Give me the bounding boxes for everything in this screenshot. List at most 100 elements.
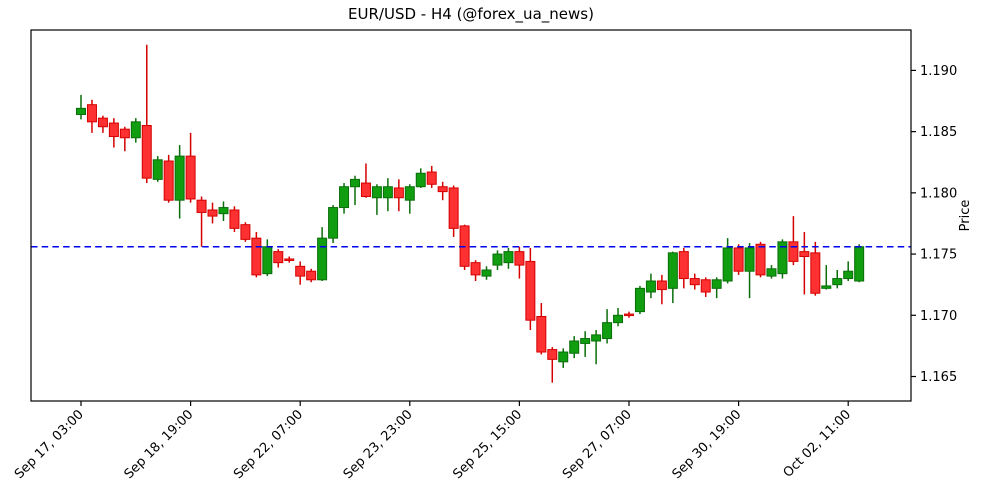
y-axis-title: Price bbox=[958, 200, 973, 232]
plot-border bbox=[30, 29, 912, 402]
candle-body bbox=[76, 107, 86, 115]
candle-46 bbox=[580, 331, 591, 357]
candle-6 bbox=[141, 44, 152, 184]
candle-body bbox=[722, 247, 733, 282]
candle-33 bbox=[437, 181, 448, 201]
x-tick-label: Sep 25, 15:00 bbox=[450, 407, 525, 482]
chart-title: EUR/USD - H4 (@forex_ua_news) bbox=[348, 5, 594, 23]
candle-body bbox=[470, 262, 481, 276]
candle-body bbox=[799, 251, 810, 258]
candle-69 bbox=[832, 269, 843, 289]
candle-58 bbox=[711, 277, 722, 299]
candle-47 bbox=[591, 329, 602, 365]
candle-body bbox=[130, 121, 141, 139]
candle-body bbox=[360, 182, 371, 198]
candle-body bbox=[141, 125, 152, 179]
candle-1 bbox=[86, 99, 97, 133]
candle-body bbox=[492, 253, 503, 266]
candle-body bbox=[240, 224, 251, 240]
candle-5 bbox=[130, 118, 141, 143]
candle-body bbox=[689, 278, 700, 286]
candle-body bbox=[393, 187, 404, 199]
candle-68 bbox=[821, 265, 832, 290]
candle-body bbox=[415, 172, 426, 188]
y-tick-label: 1.175 bbox=[920, 248, 957, 263]
candle-54 bbox=[667, 251, 678, 304]
candle-14 bbox=[229, 206, 240, 233]
candle-53 bbox=[656, 274, 667, 305]
candle-40 bbox=[514, 246, 525, 279]
candle-body bbox=[207, 209, 218, 217]
candle-body bbox=[580, 338, 591, 344]
candle-body bbox=[613, 314, 624, 324]
candle-23 bbox=[328, 205, 339, 244]
candle-38 bbox=[492, 250, 503, 270]
candle-body bbox=[711, 279, 722, 289]
candle-body bbox=[284, 258, 295, 261]
candle-27 bbox=[371, 184, 382, 215]
candle-body bbox=[744, 247, 755, 272]
candle-62 bbox=[755, 241, 766, 278]
candle-63 bbox=[766, 265, 777, 279]
candle-body bbox=[481, 269, 492, 277]
candle-25 bbox=[350, 175, 360, 206]
candle-30 bbox=[404, 184, 415, 214]
candle-66 bbox=[799, 232, 810, 295]
candle-42 bbox=[536, 303, 547, 355]
candle-26 bbox=[360, 163, 371, 198]
candle-29 bbox=[393, 179, 404, 212]
candle-55 bbox=[678, 247, 689, 289]
candle-32 bbox=[426, 165, 437, 188]
candle-41 bbox=[525, 247, 536, 330]
candle-body bbox=[218, 207, 229, 215]
candle-body bbox=[525, 260, 536, 321]
candle-7 bbox=[152, 156, 163, 182]
candle-22 bbox=[317, 227, 328, 282]
candle-body bbox=[547, 349, 558, 360]
candle-body bbox=[229, 209, 240, 229]
candle-43 bbox=[547, 347, 558, 383]
candle-10 bbox=[185, 132, 196, 203]
candle-71 bbox=[854, 244, 865, 283]
candle-body bbox=[788, 241, 799, 262]
y-tick-label: 1.165 bbox=[920, 370, 957, 385]
candle-body bbox=[591, 334, 602, 342]
candle-body bbox=[328, 207, 339, 239]
candle-18 bbox=[273, 249, 284, 268]
candle-64 bbox=[777, 239, 788, 279]
y-tick-label: 1.185 bbox=[920, 125, 957, 140]
candle-48 bbox=[602, 309, 613, 344]
candle-4 bbox=[119, 126, 130, 152]
candle-15 bbox=[240, 222, 251, 242]
candle-body bbox=[634, 287, 645, 313]
candle-70 bbox=[843, 261, 854, 282]
candle-body bbox=[514, 251, 525, 266]
candle-body bbox=[196, 199, 207, 213]
x-tick-label: Sep 23, 23:00 bbox=[341, 407, 416, 482]
candle-body bbox=[777, 241, 788, 275]
candle-28 bbox=[382, 178, 393, 212]
candle-body bbox=[339, 186, 350, 209]
candle-50 bbox=[624, 311, 634, 318]
candle-44 bbox=[558, 348, 569, 368]
candle-body bbox=[755, 243, 766, 276]
candle-body bbox=[350, 178, 360, 188]
candle-body bbox=[645, 280, 656, 293]
candle-34 bbox=[448, 185, 459, 237]
candle-61 bbox=[744, 243, 755, 299]
candle-body bbox=[404, 186, 415, 201]
candle-body bbox=[624, 313, 634, 317]
candle-body bbox=[602, 322, 613, 340]
candle-body bbox=[273, 251, 284, 264]
candle-56 bbox=[689, 273, 700, 290]
candle-body bbox=[152, 159, 163, 180]
candle-body bbox=[86, 104, 97, 123]
candle-body bbox=[426, 171, 437, 185]
candle-body bbox=[174, 155, 185, 201]
candle-body bbox=[163, 160, 174, 201]
candle-body bbox=[382, 186, 393, 199]
y-axis: 1.165 1.170 1.175 1.180 1.185 1.190 bbox=[911, 64, 957, 385]
candle-3 bbox=[108, 118, 119, 148]
x-tick-label: Oct 02, 11:00 bbox=[781, 407, 854, 480]
